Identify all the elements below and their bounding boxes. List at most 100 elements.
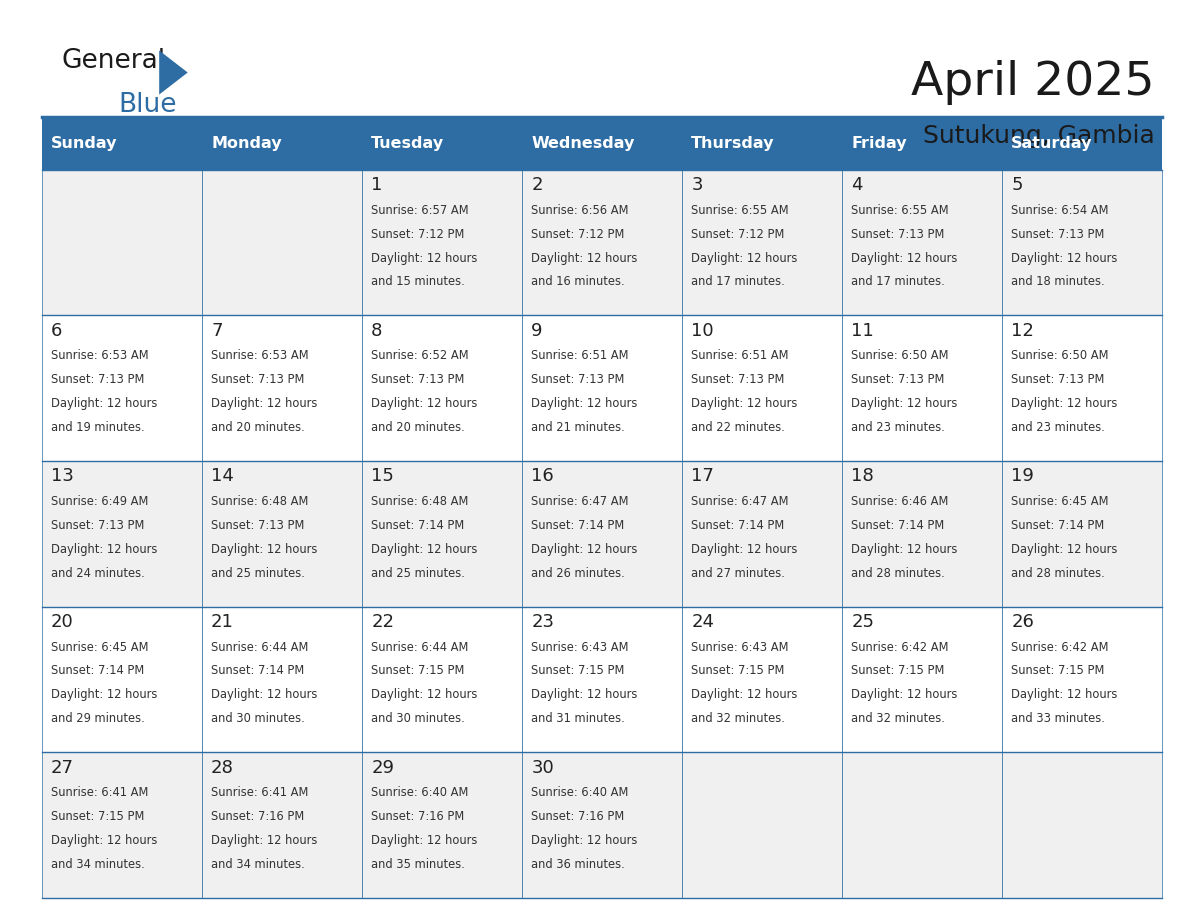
Text: Daylight: 12 hours: Daylight: 12 hours	[531, 688, 638, 701]
Bar	[682, 170, 842, 316]
Text: Thursday: Thursday	[691, 136, 775, 151]
Text: Sunrise: 6:50 AM: Sunrise: 6:50 AM	[852, 350, 949, 363]
Bar	[1001, 170, 1162, 316]
Text: 4: 4	[852, 176, 862, 195]
Text: Sunrise: 6:47 AM: Sunrise: 6:47 AM	[531, 495, 628, 508]
Bar	[361, 316, 522, 461]
Text: 14: 14	[211, 467, 234, 486]
Text: Daylight: 12 hours: Daylight: 12 hours	[691, 397, 797, 410]
Text: Daylight: 12 hours: Daylight: 12 hours	[371, 688, 478, 701]
Bar	[682, 461, 842, 607]
Text: Saturday: Saturday	[1011, 136, 1093, 151]
Text: General: General	[62, 48, 166, 73]
Text: Sunset: 7:13 PM: Sunset: 7:13 PM	[531, 374, 625, 386]
Text: Tuesday: Tuesday	[371, 136, 444, 151]
Text: and 15 minutes.: and 15 minutes.	[371, 275, 465, 288]
Text: Daylight: 12 hours: Daylight: 12 hours	[1011, 397, 1118, 410]
Bar	[202, 607, 361, 752]
Text: Sunday: Sunday	[51, 136, 118, 151]
Text: 20: 20	[51, 613, 74, 631]
Bar	[361, 461, 522, 607]
Text: and 18 minutes.: and 18 minutes.	[1011, 275, 1105, 288]
Text: Daylight: 12 hours: Daylight: 12 hours	[371, 397, 478, 410]
Text: and 36 minutes.: and 36 minutes.	[531, 857, 625, 871]
Text: Sunrise: 6:44 AM: Sunrise: 6:44 AM	[211, 641, 309, 654]
Text: and 32 minutes.: and 32 minutes.	[691, 712, 785, 725]
Text: Daylight: 12 hours: Daylight: 12 hours	[691, 688, 797, 701]
Bar	[42, 316, 202, 461]
Text: Daylight: 12 hours: Daylight: 12 hours	[852, 252, 958, 264]
Text: and 22 minutes.: and 22 minutes.	[691, 421, 785, 434]
Text: Sunset: 7:14 PM: Sunset: 7:14 PM	[852, 519, 944, 532]
Text: Sunrise: 6:45 AM: Sunrise: 6:45 AM	[1011, 495, 1108, 508]
Text: and 27 minutes.: and 27 minutes.	[691, 566, 785, 579]
Text: Sunrise: 6:48 AM: Sunrise: 6:48 AM	[371, 495, 468, 508]
Text: and 30 minutes.: and 30 minutes.	[371, 712, 465, 725]
Text: Sunrise: 6:57 AM: Sunrise: 6:57 AM	[371, 204, 469, 217]
Bar	[522, 461, 682, 607]
Text: 13: 13	[51, 467, 74, 486]
Text: Daylight: 12 hours: Daylight: 12 hours	[211, 834, 317, 847]
Text: Sunset: 7:16 PM: Sunset: 7:16 PM	[211, 810, 304, 823]
Text: Sunrise: 6:56 AM: Sunrise: 6:56 AM	[531, 204, 628, 217]
Text: 26: 26	[1011, 613, 1035, 631]
Text: Daylight: 12 hours: Daylight: 12 hours	[1011, 688, 1118, 701]
Text: 10: 10	[691, 322, 714, 340]
Text: Sunrise: 6:42 AM: Sunrise: 6:42 AM	[852, 641, 949, 654]
Bar	[42, 170, 202, 316]
Text: Daylight: 12 hours: Daylight: 12 hours	[51, 543, 158, 555]
Text: Sunrise: 6:43 AM: Sunrise: 6:43 AM	[691, 641, 789, 654]
Text: Sunrise: 6:43 AM: Sunrise: 6:43 AM	[531, 641, 628, 654]
Bar	[202, 117, 361, 170]
Bar	[842, 170, 1001, 316]
Text: and 25 minutes.: and 25 minutes.	[371, 566, 465, 579]
Bar	[682, 117, 842, 170]
Text: Sunrise: 6:41 AM: Sunrise: 6:41 AM	[51, 786, 148, 800]
Text: Sunset: 7:16 PM: Sunset: 7:16 PM	[531, 810, 625, 823]
Text: and 34 minutes.: and 34 minutes.	[211, 857, 305, 871]
Text: and 33 minutes.: and 33 minutes.	[1011, 712, 1105, 725]
Text: Daylight: 12 hours: Daylight: 12 hours	[1011, 543, 1118, 555]
Text: Sunset: 7:13 PM: Sunset: 7:13 PM	[371, 374, 465, 386]
Bar	[682, 316, 842, 461]
Text: 12: 12	[1011, 322, 1035, 340]
Text: Sunset: 7:15 PM: Sunset: 7:15 PM	[852, 665, 944, 677]
Text: Sunset: 7:15 PM: Sunset: 7:15 PM	[1011, 665, 1105, 677]
Text: and 30 minutes.: and 30 minutes.	[211, 712, 305, 725]
Text: 8: 8	[371, 322, 383, 340]
Bar	[1001, 461, 1162, 607]
Text: and 17 minutes.: and 17 minutes.	[691, 275, 785, 288]
Text: Wednesday: Wednesday	[531, 136, 634, 151]
Text: Daylight: 12 hours: Daylight: 12 hours	[531, 543, 638, 555]
Text: Daylight: 12 hours: Daylight: 12 hours	[211, 688, 317, 701]
Text: Daylight: 12 hours: Daylight: 12 hours	[852, 543, 958, 555]
Text: Sunset: 7:13 PM: Sunset: 7:13 PM	[852, 374, 944, 386]
Text: Sunset: 7:12 PM: Sunset: 7:12 PM	[371, 228, 465, 241]
Bar	[202, 461, 361, 607]
Text: 28: 28	[211, 758, 234, 777]
Text: and 23 minutes.: and 23 minutes.	[1011, 421, 1105, 434]
Text: Sunset: 7:12 PM: Sunset: 7:12 PM	[531, 228, 625, 241]
Text: and 20 minutes.: and 20 minutes.	[211, 421, 305, 434]
Text: Sunrise: 6:47 AM: Sunrise: 6:47 AM	[691, 495, 789, 508]
Text: Daylight: 12 hours: Daylight: 12 hours	[531, 834, 638, 847]
Text: 3: 3	[691, 176, 703, 195]
Text: Monday: Monday	[211, 136, 282, 151]
Text: 1: 1	[371, 176, 383, 195]
Text: Sunrise: 6:52 AM: Sunrise: 6:52 AM	[371, 350, 469, 363]
Text: 16: 16	[531, 467, 554, 486]
Text: 11: 11	[852, 322, 874, 340]
Bar	[361, 117, 522, 170]
Text: Sunset: 7:15 PM: Sunset: 7:15 PM	[51, 810, 145, 823]
Text: Daylight: 12 hours: Daylight: 12 hours	[531, 252, 638, 264]
Text: April 2025: April 2025	[911, 60, 1155, 105]
Bar	[361, 607, 522, 752]
Bar	[1001, 752, 1162, 898]
Bar	[842, 461, 1001, 607]
Bar	[42, 117, 202, 170]
Bar	[361, 752, 522, 898]
Text: 21: 21	[211, 613, 234, 631]
Text: Daylight: 12 hours: Daylight: 12 hours	[852, 397, 958, 410]
Text: Sunrise: 6:40 AM: Sunrise: 6:40 AM	[531, 786, 628, 800]
Bar	[682, 752, 842, 898]
